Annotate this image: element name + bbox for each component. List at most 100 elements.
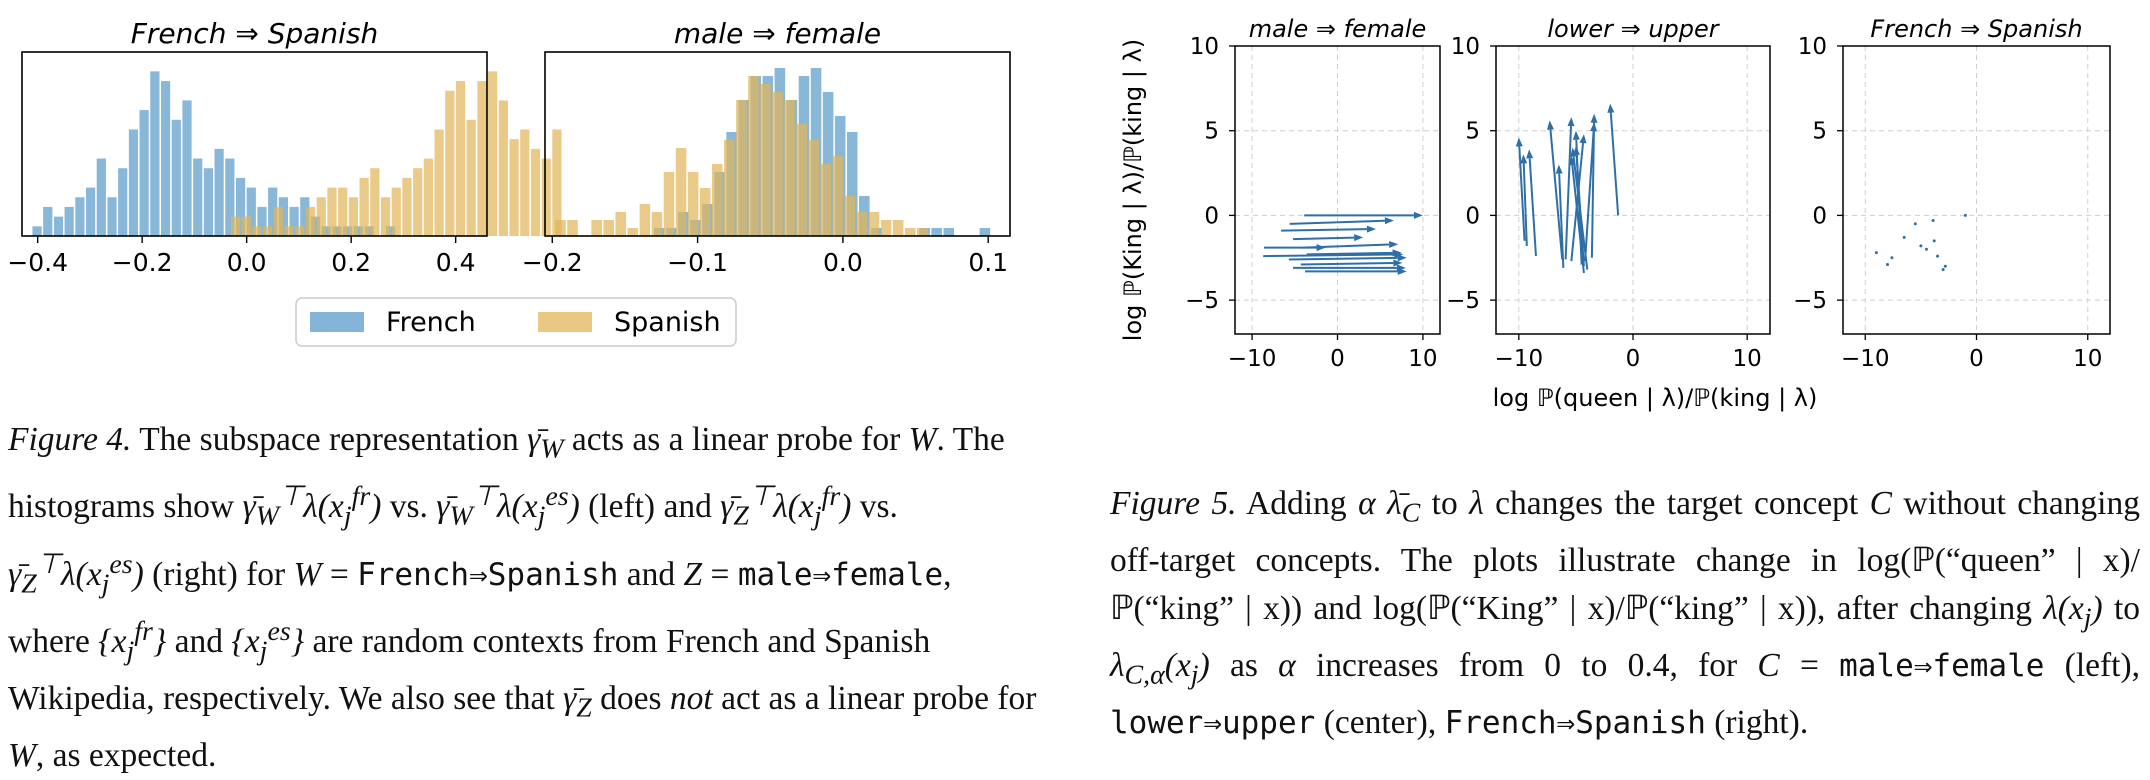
- x-tick-label: −10: [1841, 346, 1890, 372]
- histogram-bar-french: [193, 158, 203, 236]
- caption-text: (right) for: [143, 555, 294, 593]
- caption-text: to: [2102, 589, 2140, 627]
- x-tick-label: 0.1: [968, 248, 1008, 277]
- x-tick-label: 10: [2073, 346, 2102, 372]
- histogram-bar-french: [171, 119, 181, 236]
- histogram-bar-french: [128, 129, 139, 236]
- vector-arrow-head: [1393, 259, 1403, 267]
- histogram-bar-spanish: [820, 164, 832, 236]
- histogram-bar-spanish: [359, 177, 369, 236]
- histogram-bar-spanish: [263, 226, 273, 236]
- concept-Z: male⇒female: [737, 556, 944, 593]
- caption-text: and: [1302, 589, 1374, 627]
- math-set-es: {xjes}: [231, 615, 305, 667]
- histogram-bar-french: [343, 226, 353, 236]
- vector-arrow-head: [1394, 250, 1404, 258]
- vector-arrow-head: [1567, 117, 1575, 127]
- concept-C-right: French⇒Spanish: [1444, 705, 1706, 742]
- vector-arrow-shaft: [1289, 219, 1385, 225]
- math-lambda-C-alpha: λC,α(xj): [1110, 646, 1210, 691]
- y-tick-label: 10: [1451, 34, 1480, 60]
- x-tick-label: 10: [1408, 346, 1437, 372]
- math-C: C: [1757, 646, 1780, 684]
- vector-arrow-head: [1590, 113, 1598, 123]
- math-expr-W-fr: γ̄W⊤λ(xjfr): [242, 481, 382, 533]
- figure4-caption: Figure 4. The subspace representation γ̄…: [8, 416, 1038, 780]
- histogram-bar-spanish: [423, 158, 433, 236]
- histogram-bar-spanish: [784, 100, 795, 236]
- axes-frame: [544, 51, 1011, 237]
- vector-point: [1943, 264, 1947, 268]
- histogram-bar-spanish: [687, 172, 699, 236]
- caption-text: increases from 0 to 0.4, for: [1295, 646, 1758, 684]
- histogram-panel-left: −0.4 −0.2 0.0 0.2 0.4 French ⇒ Spanish: [7, 17, 562, 277]
- caption-text: vs.: [381, 488, 437, 526]
- math-gamma-W: γ̄W: [527, 421, 564, 465]
- vector-arrow-head: [1413, 211, 1423, 219]
- histogram-bar-french: [160, 81, 171, 236]
- vector-point: [1932, 239, 1936, 243]
- histogram-bar-spanish: [520, 129, 530, 236]
- histogram-bar-spanish: [498, 100, 508, 236]
- histogram-bar-spanish: [567, 220, 578, 236]
- histogram-bar-spanish: [488, 71, 498, 236]
- histogram-bar-spanish: [892, 220, 904, 236]
- caption-text: as: [1209, 646, 1279, 684]
- histogram-bar-spanish: [808, 140, 820, 236]
- histogram-bar-spanish: [338, 187, 348, 236]
- histogram-bar-spanish: [675, 148, 687, 236]
- histogram-bar-spanish: [541, 158, 551, 236]
- vector-arrow-shaft: [1288, 256, 1398, 261]
- histogram-bar-spanish: [316, 197, 326, 236]
- caption-text: . The histograms show: [8, 421, 1005, 526]
- histogram-bar-french: [257, 206, 267, 236]
- vector-point: [1936, 254, 1940, 258]
- histogram-panel-right: −0.2 −0.1 0.0 0.1 male ⇒ female: [522, 17, 1011, 277]
- math-expr-Z-es: γ̄Z⊤λ(xjes): [8, 548, 144, 600]
- vector-arrow-shaft: [1518, 146, 1526, 241]
- math-alpha: α: [1278, 646, 1296, 684]
- histogram-bar-french: [53, 216, 64, 236]
- vector-arrow-head: [1397, 267, 1407, 275]
- histogram-bar-spanish: [627, 228, 639, 236]
- histogram-bar-spanish: [880, 220, 892, 236]
- histogram-bar-spanish: [591, 220, 602, 236]
- x-tick-label: 0: [1626, 346, 1641, 372]
- histogram-bar-french: [107, 197, 117, 236]
- x-tick-label: −10: [1495, 346, 1544, 372]
- caption-text: , where: [8, 555, 952, 661]
- histogram-bar-spanish: [615, 212, 627, 236]
- histogram-bar-french: [289, 206, 299, 236]
- histogram-bar-spanish: [295, 226, 305, 236]
- histogram-bar-french: [86, 187, 96, 236]
- histogram-bar-spanish: [760, 84, 771, 236]
- histogram-bar-french: [979, 228, 991, 236]
- vector-arrow-shaft: [1528, 158, 1537, 257]
- vector-arrow-head: [1366, 225, 1376, 233]
- x-tick-label: 0.0: [823, 248, 863, 277]
- x-tick-label: 10: [1733, 346, 1762, 372]
- vector-arrow-shaft: [1306, 251, 1393, 256]
- vector-arrow-shaft: [1564, 126, 1572, 260]
- histogram-bar-french: [385, 226, 396, 236]
- histogram-bar-spanish: [284, 226, 294, 236]
- histogram-bar-french: [214, 148, 224, 236]
- x-tick-label: −0.4: [7, 248, 68, 277]
- histogram-bar-french: [931, 228, 942, 236]
- caption-emphasis-not: not: [669, 680, 713, 718]
- histogram-bar-spanish: [413, 168, 423, 236]
- y-tick-label: 5: [1204, 119, 1219, 145]
- caption-text: (left),: [2044, 646, 2140, 684]
- y-tick-label: −5: [1793, 288, 1827, 314]
- caption-text: vs.: [851, 488, 898, 526]
- histogram-bar-french: [43, 206, 53, 236]
- math-expr-queen: log(ℙ(“queen” | x)/ℙ(“king” | x)): [1110, 542, 2140, 627]
- legend-frame: [295, 297, 737, 347]
- vector-arrow-head: [1555, 164, 1563, 174]
- vector-point: [1913, 222, 1917, 226]
- vector-arrow-head: [1570, 147, 1578, 158]
- histogram-bar-french: [321, 226, 331, 236]
- histogram-bar-spanish: [530, 148, 541, 236]
- caption-text: and: [166, 623, 232, 661]
